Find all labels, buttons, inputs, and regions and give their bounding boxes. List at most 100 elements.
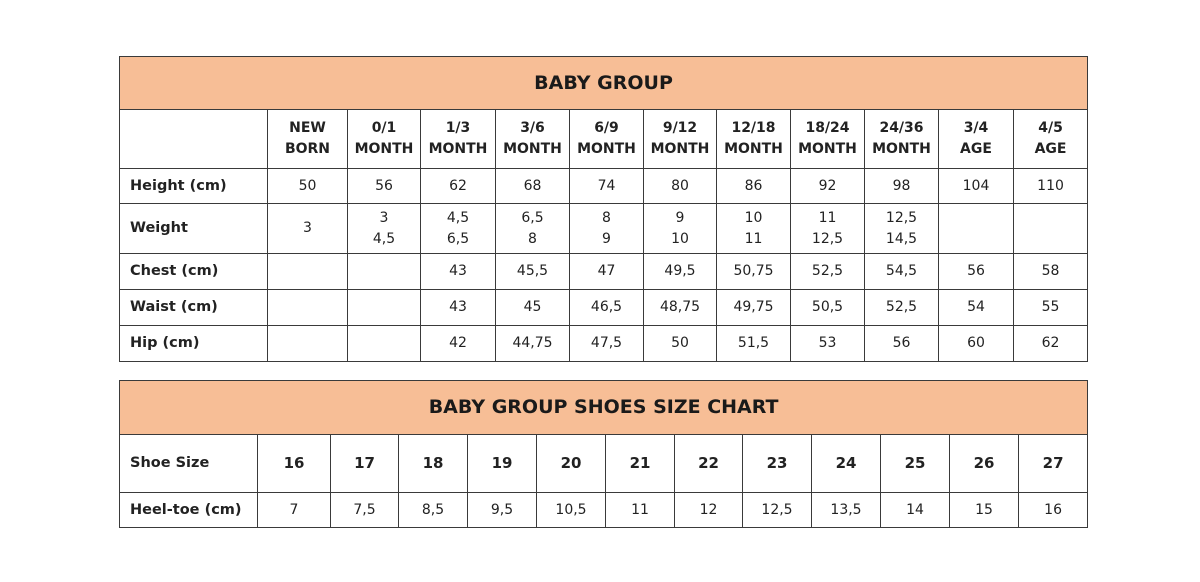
table-cell: 47,5 [569, 325, 644, 362]
heel-toe-cell: 14 [880, 492, 950, 528]
table-cell: 48,75 [643, 289, 717, 326]
column-header-line: 6/9 [594, 120, 619, 136]
table-cell: 50,75 [716, 253, 791, 290]
cell-value: 53 [818, 335, 837, 351]
baby-size-chart: BABY GROUP NEW BORN 0/1 MONTH 1/3 MONTH 3/6 MON… [118, 56, 1089, 362]
table-cell [347, 325, 421, 362]
column-header-line: NEW [289, 120, 326, 136]
column-header-line: 0/1 [371, 120, 397, 136]
cell-value: 51,5 [737, 335, 770, 351]
cell-value: 56 [892, 335, 911, 351]
table-cell: 51,5 [716, 325, 791, 362]
heel-toe-label: Heel-toe (cm) [119, 492, 258, 528]
cell-value: 86 [744, 177, 763, 194]
shoe-size-cell: 23 [742, 434, 812, 493]
table-cell: 43 [420, 289, 496, 326]
table-cell [1012, 203, 1089, 254]
table-cell: 62 [1012, 325, 1089, 362]
table-row: Waist (cm) 43 45 46,5 48,75 49,75 50,5 52,5 54 55 [119, 289, 1089, 326]
cell-value: 3 [303, 220, 312, 236]
column-header: 1/3 MONTH [420, 109, 496, 169]
shoe-size-cell: 26 [949, 434, 1019, 493]
column-header-line: MONTH [577, 141, 636, 157]
column-header: 6/9 MONTH [569, 109, 644, 169]
heel-toe-cell: 11 [605, 492, 675, 528]
cell-value: 3 [379, 209, 389, 226]
column-header: 3/6 MONTH [495, 109, 570, 169]
table-cell: 43 [420, 253, 496, 290]
table-cell: 4,5 6,5 [420, 203, 496, 254]
cell-value: 60 [967, 335, 985, 351]
column-header: 12/18 MONTH [716, 109, 791, 169]
empty-corner-cell [119, 109, 268, 169]
heel-toe-row: Heel-toe (cm) 7 7,5 8,5 9,5 10,5 11 12 12,5 13,5 1… [119, 492, 1089, 528]
cell-value: 98 [892, 177, 911, 194]
cell-value: 6,5 [446, 230, 470, 247]
cell-value: 4,5 [446, 209, 470, 226]
cell-value: 110 [1037, 177, 1064, 194]
cell-value: 10 [744, 209, 763, 226]
heel-toe-cell: 12 [674, 492, 743, 528]
heel-toe-cell: 7 [257, 492, 331, 528]
column-header-line: 4/5 [1038, 120, 1063, 136]
table-cell: 53 [790, 325, 865, 362]
shoe-size-cell: 16 [257, 434, 331, 493]
table-cell: 54 [938, 289, 1014, 326]
cell-value: 14,5 [885, 230, 918, 247]
table-cell: 49,5 [643, 253, 717, 290]
table-cell: 92 [790, 168, 865, 204]
cell-value: 52,5 [811, 263, 844, 279]
size-header-row: NEW BORN 0/1 MONTH 1/3 MONTH 3/6 MONTH 6/9 MONTH 9… [119, 109, 1089, 169]
table-cell: 11 12,5 [790, 203, 865, 254]
shoe-size-row: Shoe Size 16 17 18 19 20 21 22 23 24 25 26 27 [119, 434, 1089, 493]
heel-toe-cell: 12,5 [742, 492, 812, 528]
table-cell: 50 [643, 325, 717, 362]
shoe-size-cell: 18 [398, 434, 468, 493]
shoe-size-cell: 21 [605, 434, 675, 493]
column-header: 3/4 AGE [938, 109, 1014, 169]
shoe-size-cell: 27 [1017, 434, 1089, 493]
table-cell: 3 [267, 203, 348, 254]
cell-value: 52,5 [885, 299, 918, 315]
cell-value: 55 [1041, 299, 1060, 315]
table-row: Hip (cm) 42 44,75 47,5 50 51,5 53 56 60 62 [119, 325, 1089, 362]
heel-toe-cell: 10,5 [536, 492, 606, 528]
column-header-line: 9/12 [662, 120, 698, 136]
heel-toe-cell: 16 [1017, 492, 1089, 528]
column-header: 0/1 MONTH [347, 109, 421, 169]
cell-value: 92 [818, 177, 837, 194]
column-header-line: AGE [960, 141, 992, 157]
table-cell: 55 [1012, 289, 1089, 326]
column-header-line: MONTH [798, 141, 857, 157]
table-cell: 50 [267, 168, 348, 204]
cell-value: 45 [523, 299, 542, 315]
shoe-size-chart: BABY GROUP SHOES SIZE CHART Shoe Size 16 1… [118, 380, 1089, 528]
heel-toe-cell: 7,5 [330, 492, 399, 528]
cell-value: 8 [602, 209, 611, 226]
table-cell: 10 11 [716, 203, 791, 254]
table-cell: 45,5 [495, 253, 570, 290]
column-header-line: MONTH [428, 141, 488, 157]
shoe-chart-title: BABY GROUP SHOES SIZE CHART [118, 380, 1089, 435]
cell-value: 45,5 [516, 263, 549, 279]
column-header: 18/24 MONTH [790, 109, 865, 169]
shoe-size-cell: 20 [536, 434, 606, 493]
table-cell: 56 [864, 325, 939, 362]
row-label: Waist (cm) [119, 289, 268, 326]
cell-value: 9 [602, 230, 611, 247]
table-cell: 52,5 [864, 289, 939, 326]
cell-value: 49,75 [733, 299, 774, 315]
heel-toe-cell: 13,5 [811, 492, 881, 528]
column-header: NEW BORN [267, 109, 348, 169]
table-cell: 110 [1012, 168, 1089, 204]
cell-value: 11 [744, 230, 763, 247]
table-cell: 62 [420, 168, 496, 204]
row-label: Weight [119, 203, 268, 254]
shoe-size-cell: 22 [674, 434, 743, 493]
size-chart-title: BABY GROUP [118, 56, 1089, 110]
shoe-size-cell: 25 [880, 434, 950, 493]
table-cell: 98 [864, 168, 939, 204]
row-label: Height (cm) [119, 168, 268, 204]
cell-value: 104 [962, 177, 990, 194]
